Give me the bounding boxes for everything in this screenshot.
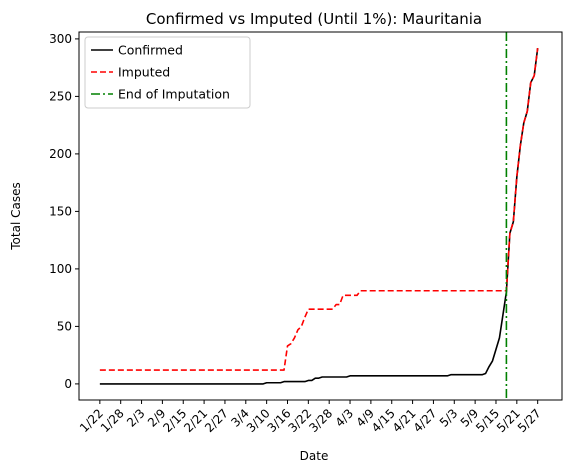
series-imputed-line: [99, 47, 539, 371]
x-tick-label: 2/27: [202, 406, 231, 435]
y-tick-label: 50: [57, 319, 72, 333]
x-tick-label: 1/28: [98, 406, 127, 435]
y-tick-label: 100: [49, 262, 72, 276]
chart-title: Confirmed vs Imputed (Until 1%): Maurita…: [146, 10, 482, 28]
legend-label-end-of-imputation: End of Imputation: [118, 87, 230, 102]
y-axis: 0 50 100 150 200 250 300: [49, 32, 79, 391]
plot-area: [99, 32, 539, 400]
y-axis-label: Total Cases: [9, 182, 23, 250]
y-tick-label: 300: [49, 32, 72, 46]
x-tick-label: 2/3: [124, 406, 148, 430]
legend: Confirmed Imputed End of Imputation: [84, 36, 251, 109]
legend-frame: [84, 36, 251, 109]
legend-label-imputed: Imputed: [118, 65, 170, 80]
x-tick-label: 4/27: [411, 406, 440, 435]
y-tick-label: 200: [49, 147, 72, 161]
y-tick-label: 250: [49, 89, 72, 103]
x-tick-label: 4/3: [333, 406, 357, 430]
x-axis: 1/221/282/32/92/152/212/273/43/103/163/2…: [77, 400, 544, 435]
y-tick-label: 150: [49, 204, 72, 218]
legend-label-confirmed: Confirmed: [118, 43, 183, 58]
x-axis-label: Date: [300, 449, 329, 463]
x-tick-label: 5/27: [515, 406, 544, 435]
x-tick-label: 3/28: [306, 406, 335, 435]
y-tick-label: 0: [64, 377, 72, 391]
x-tick-label: 5/3: [437, 406, 461, 430]
plot-frame: [78, 31, 563, 401]
